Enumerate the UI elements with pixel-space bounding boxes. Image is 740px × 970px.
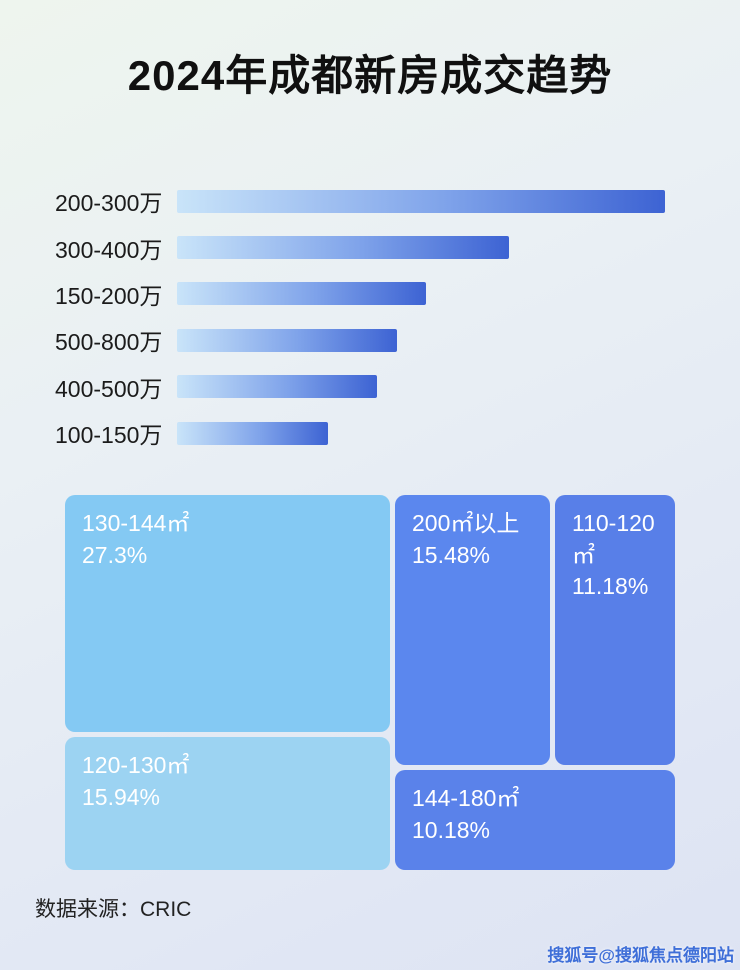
bar-track <box>177 282 665 306</box>
bar-track <box>177 236 665 260</box>
treemap-block-label: 110-120㎡ <box>572 510 655 568</box>
data-source-label: 数据来源：CRIC <box>35 898 192 921</box>
bar-row: 500-800万 <box>55 317 685 363</box>
bar-fill <box>177 328 397 352</box>
bar-fill <box>177 282 426 306</box>
bar-fill <box>177 189 665 213</box>
price-range-bar-chart: 200-300万 300-400万 150-200万 500-800万 400-… <box>55 178 685 456</box>
bar-fill <box>177 236 509 260</box>
bar-fill <box>177 375 378 399</box>
bar-track <box>177 328 665 352</box>
bar-fill <box>177 421 329 445</box>
treemap-block-label: 120-130㎡ <box>82 752 190 778</box>
bar-category-label: 200-300万 <box>55 190 163 217</box>
bar-track <box>177 375 665 399</box>
treemap-block-percent: 10.18% <box>412 816 491 843</box>
bar-row: 150-200万 <box>55 271 685 317</box>
bar-row: 400-500万 <box>55 364 685 410</box>
treemap-block-label: 200㎡以上 <box>412 510 520 536</box>
bar-category-label: 400-500万 <box>55 375 163 402</box>
bar-category-label: 500-800万 <box>55 329 163 356</box>
treemap-block-120-130: 120-130㎡ 15.94% <box>65 737 390 870</box>
bar-track <box>177 421 665 445</box>
treemap-block-percent: 27.3% <box>82 541 148 568</box>
treemap-block-percent: 15.48% <box>412 541 491 568</box>
treemap-block-110-120: 110-120㎡ 11.18% <box>555 495 675 765</box>
treemap-block-144-180: 144-180㎡ 10.18% <box>395 770 675 870</box>
treemap-block-130-144: 130-144㎡ 27.3% <box>65 495 390 732</box>
bar-row: 200-300万 <box>55 178 685 224</box>
bar-category-label: 100-150万 <box>55 422 163 449</box>
treemap-block-200-plus: 200㎡以上 15.48% <box>395 495 550 765</box>
area-share-treemap: 130-144㎡ 27.3% 200㎡以上 15.48% 110-120㎡ 11… <box>65 495 675 870</box>
treemap-block-label: 130-144㎡ <box>82 510 190 536</box>
treemap-block-percent: 15.94% <box>82 783 161 810</box>
bar-row: 100-150万 <box>55 410 685 456</box>
treemap-block-percent: 11.18% <box>572 573 649 600</box>
bar-row: 300-400万 <box>55 224 685 270</box>
bar-track <box>177 189 665 213</box>
bar-category-label: 150-200万 <box>55 282 163 309</box>
treemap-block-label: 144-180㎡ <box>412 785 520 811</box>
watermark-text: 搜狐号@搜狐焦点德阳站 <box>547 946 734 965</box>
page-title: 2024年成都新房成交趋势 <box>127 52 613 99</box>
bar-category-label: 300-400万 <box>55 236 163 263</box>
